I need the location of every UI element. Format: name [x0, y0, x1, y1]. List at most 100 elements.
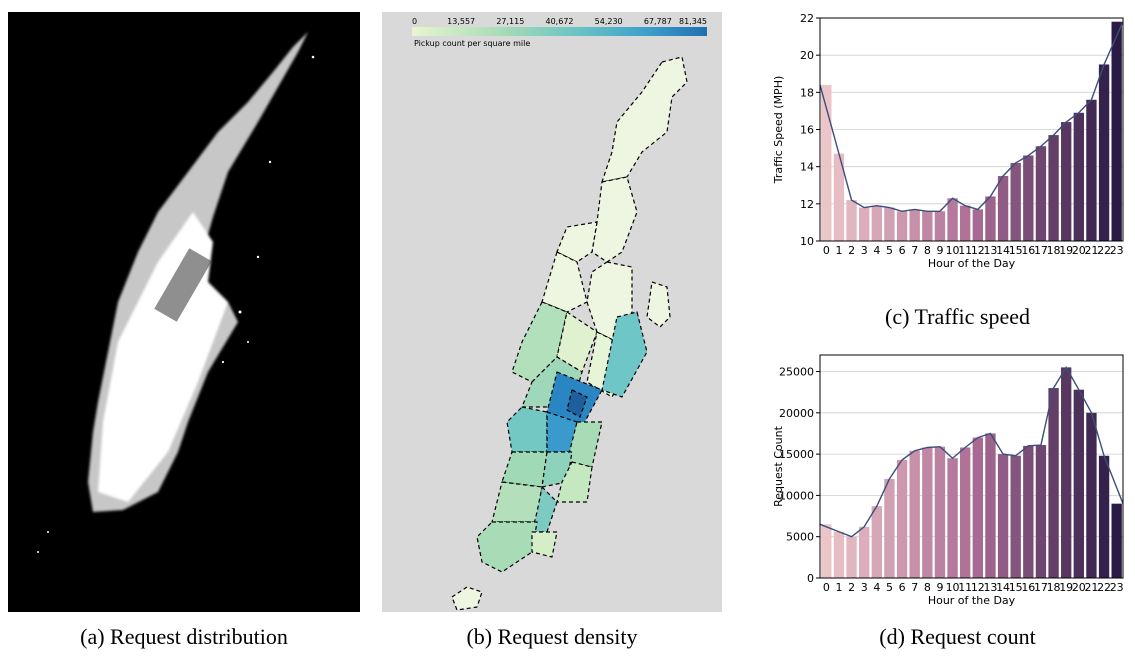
x-tick-label: 23: [1110, 581, 1124, 594]
x-tick-label: 15: [1009, 581, 1023, 594]
bar: [1010, 162, 1021, 241]
x-tick-label: 10: [946, 244, 960, 257]
bar: [1061, 122, 1072, 241]
bar: [909, 209, 920, 241]
bar: [1098, 64, 1110, 241]
legend-colorbar: [412, 27, 707, 36]
density-legend: 0 13,557 27,115 40,672 54,230 67,787 81,345 Pi…: [412, 17, 707, 48]
zone: [541, 251, 588, 313]
bar: [1098, 455, 1110, 578]
legend-tick-label: 54,230: [595, 17, 623, 26]
bar: [1111, 21, 1122, 241]
bar: [947, 458, 958, 578]
bar: [896, 459, 908, 578]
y-tick-label: 20: [800, 49, 814, 62]
bar: [1048, 388, 1059, 578]
bar: [997, 175, 1009, 241]
x-tick-label: 0: [823, 581, 830, 594]
caption-request-count: (d) Request count: [879, 624, 1036, 649]
bar: [997, 454, 1009, 578]
plot-frame: [819, 17, 1124, 242]
x-tick-label: 0: [823, 244, 830, 257]
x-tick-label: 7: [911, 244, 918, 257]
bar: [972, 209, 983, 241]
y-axis-label: Traffic Speed (MPH): [772, 76, 785, 185]
zone: [501, 451, 548, 488]
x-tick-label: 8: [924, 581, 931, 594]
bar: [972, 437, 983, 578]
legend-label: Pickup count per square mile: [414, 39, 530, 48]
zone: [491, 481, 543, 523]
x-tick-label: 21: [1084, 581, 1098, 594]
x-tick-label: 21: [1084, 244, 1098, 257]
x-tick-label: 15: [1009, 244, 1023, 257]
zone: [556, 461, 593, 503]
bar: [909, 450, 920, 578]
x-tick-label: 11: [958, 244, 972, 257]
request-density-map: 0 13,557 27,115 40,672 54,230 67,787 81,345 Pi…: [412, 17, 707, 611]
bar: [985, 196, 996, 241]
bar: [1073, 389, 1084, 578]
x-tick-label: 12: [971, 581, 985, 594]
caption-request-density: (b) Request density: [466, 624, 638, 649]
bar: [871, 205, 882, 241]
x-tick-label: 10: [946, 581, 960, 594]
y-tick-label: 12: [800, 198, 814, 211]
x-tick-label: 11: [958, 581, 972, 594]
legend-tick-label: 27,115: [496, 17, 524, 26]
x-tick-label: 23: [1110, 244, 1124, 257]
x-tick-label: 9: [936, 244, 943, 257]
zone: [566, 389, 588, 418]
request-density-panel: 0 13,557 27,115 40,672 54,230 67,787 81,345 Pi…: [382, 12, 722, 612]
caption-traffic-speed: (c) Traffic speed: [885, 304, 1030, 329]
zone: [601, 56, 688, 183]
x-tick-label: 19: [1059, 244, 1073, 257]
request-distribution-map: [37, 32, 315, 553]
taxi-zones: [451, 56, 688, 611]
bar: [884, 207, 895, 241]
trend-line: [819, 366, 1124, 538]
y-tick-label: 25000: [779, 366, 814, 379]
bar: [1061, 367, 1072, 578]
bar: [833, 153, 845, 241]
bar: [922, 447, 933, 578]
bar: [1086, 412, 1097, 578]
x-tick-label: 6: [899, 581, 906, 594]
bar: [1086, 99, 1097, 242]
trend-line: [819, 21, 1124, 212]
bar: [934, 446, 946, 578]
x-tick-label: 13: [983, 244, 997, 257]
y-tick-label: 5000: [786, 531, 814, 544]
y-tick-label: 18: [800, 86, 814, 99]
zone: [506, 406, 548, 453]
x-tick-label: 12: [971, 244, 985, 257]
bar: [922, 211, 933, 241]
legend-tick-label: 81,345: [679, 17, 707, 26]
bar: [1010, 455, 1021, 578]
bar: [884, 478, 895, 578]
request-distribution-panel: [8, 12, 360, 612]
bar: [1035, 445, 1047, 578]
zone: [591, 176, 638, 263]
x-tick-label: 18: [1047, 244, 1061, 257]
y-tick-label: 16: [800, 124, 814, 137]
legend-tick-label: 67,787: [644, 17, 672, 26]
x-axis-label: Hour of the Day: [928, 257, 1016, 270]
y-tick-label: 14: [800, 161, 814, 174]
bar: [1023, 445, 1034, 578]
y-tick-label: 10: [800, 235, 814, 248]
x-tick-label: 7: [911, 581, 918, 594]
bar: [821, 524, 832, 578]
legend-tick-label: 0: [412, 17, 417, 26]
bar: [846, 536, 857, 578]
scattered-points: [37, 55, 315, 553]
y-tick-label: 22: [800, 12, 814, 25]
legend-tick-label: 13,557: [447, 17, 475, 26]
zone: [531, 531, 558, 558]
plot-frame: [819, 354, 1124, 579]
x-tick-label: 14: [996, 244, 1010, 257]
zone: [476, 521, 538, 573]
bar: [1048, 135, 1059, 241]
caption-request-distribution: (a) Request distribution: [80, 624, 288, 649]
